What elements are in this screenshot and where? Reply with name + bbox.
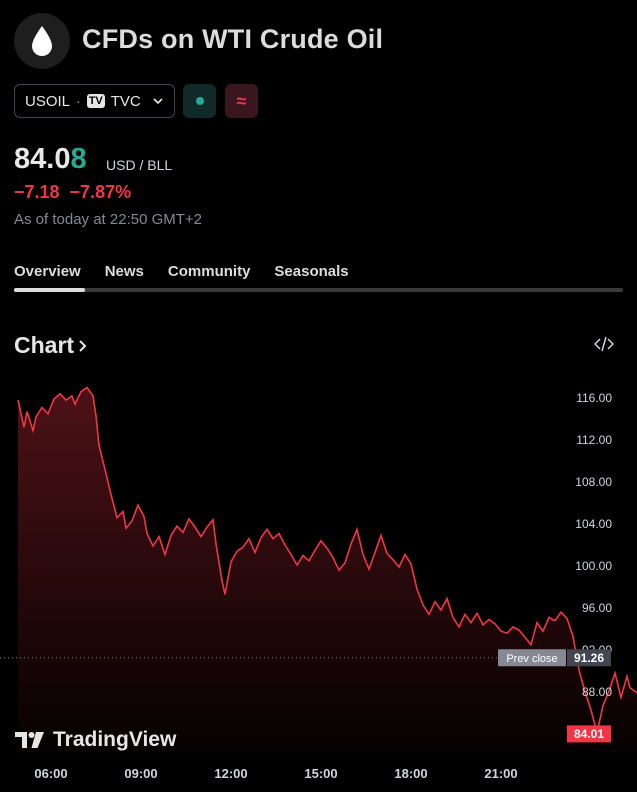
x-tick-label: 15:00	[304, 766, 337, 781]
tradingview-logo[interactable]: TradingView	[15, 728, 176, 752]
chart-series-line	[17, 386, 637, 734]
volatility-button[interactable]: ≈	[225, 84, 258, 118]
ticker-label: USOIL	[25, 92, 71, 110]
price-chart[interactable]: 116.00112.00108.00104.00100.0096.0092.00…	[0, 370, 637, 792]
chevron-down-icon	[152, 95, 164, 107]
x-tick-label: 18:00	[394, 766, 427, 781]
y-tick-label: 112.00	[576, 433, 612, 447]
x-tick-label: 12:00	[214, 766, 247, 781]
tradingview-wordmark: TradingView	[53, 728, 177, 751]
section-tabs: Overview News Community Seasonals	[14, 263, 373, 280]
last-price-marker: 84.01	[567, 725, 611, 743]
quote-timestamp: As of today at 22:50 GMT+2	[14, 211, 203, 228]
prev-close-label: Prev close	[506, 653, 557, 665]
prev-close-value: 91.26	[574, 651, 604, 665]
change-percent: −7.87%	[69, 182, 132, 202]
x-tick-label: 21:00	[484, 766, 517, 781]
chart-section-link[interactable]: Chart	[14, 332, 88, 359]
market-open-dot-icon	[195, 97, 204, 105]
price-change: −7.18 −7.87%	[14, 182, 131, 203]
tab-active-indicator	[14, 288, 85, 292]
price-unit: USD / BLL	[106, 157, 173, 173]
last-price: 84.08	[14, 143, 87, 176]
tradingview-logo-icon	[15, 732, 44, 748]
tab-community[interactable]: Community	[167, 263, 251, 280]
chevron-right-icon	[79, 339, 87, 352]
y-tick-label: 100.00	[575, 559, 612, 573]
symbol-logo	[14, 13, 70, 69]
price-main: 84.0	[14, 143, 71, 175]
tab-track	[14, 288, 623, 292]
y-tick-label: 104.00	[575, 517, 612, 531]
chart-area-fill	[18, 387, 637, 754]
x-tick-label: 06:00	[34, 766, 67, 781]
x-axis: 06:00 09:00 12:00 15:00 18:00 21:00	[34, 766, 517, 781]
market-status-button[interactable]	[183, 84, 216, 118]
symbol-selector-button[interactable]: USOIL · TV TVC	[14, 84, 175, 118]
chart-title: Chart	[14, 332, 75, 358]
x-tick-label: 09:00	[124, 766, 157, 781]
tv-logo-icon: TV	[86, 94, 105, 108]
tab-seasonals[interactable]: Seasonals	[274, 263, 349, 280]
prev-close-marker: Prev close 91.26	[498, 649, 611, 667]
y-tick-label: 88.00	[582, 685, 612, 699]
y-tick-label: 96.00	[582, 601, 612, 615]
tab-overview[interactable]: Overview	[14, 263, 81, 280]
wave-icon: ≈	[236, 90, 247, 111]
exchange-label: TVC	[110, 92, 141, 110]
code-embed-icon[interactable]	[593, 336, 615, 357]
last-price-value: 84.01	[574, 727, 604, 741]
y-tick-label: 108.00	[575, 475, 612, 489]
tab-news[interactable]: News	[104, 263, 144, 280]
price-last-digit: 8	[70, 143, 87, 175]
change-absolute: −7.18	[14, 182, 60, 202]
oil-drop-icon	[32, 26, 52, 56]
page-title: CFDs on WTI Crude Oil	[82, 24, 384, 54]
ticker-separator: ·	[76, 93, 81, 109]
y-tick-label: 116.00	[576, 391, 612, 405]
